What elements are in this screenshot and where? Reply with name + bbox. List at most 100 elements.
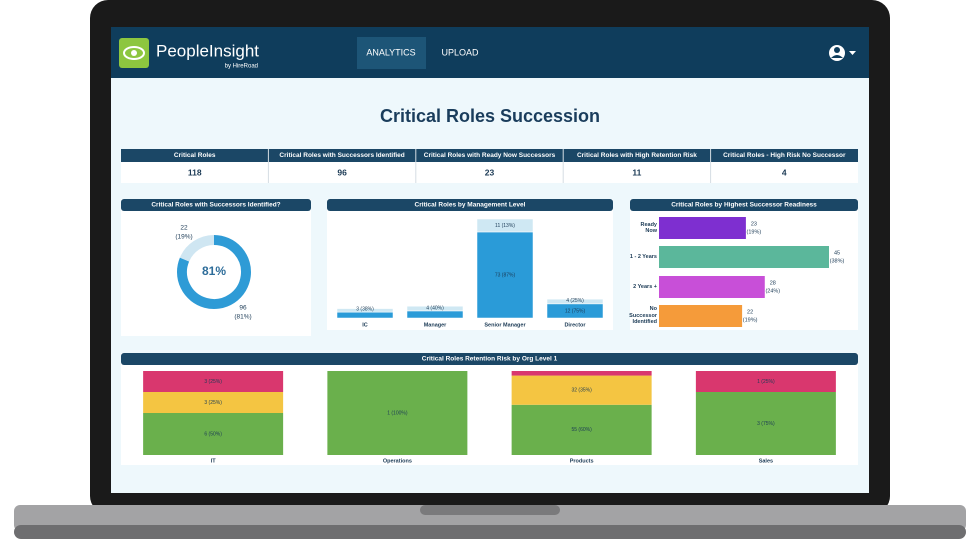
tab-active[interactable] (357, 37, 426, 69)
kpi-header (563, 149, 711, 162)
laptop-base (14, 505, 966, 531)
y-label-box: 2 Years + (633, 283, 657, 290)
kpi-header (268, 149, 416, 162)
bar-percent: (38%) (830, 258, 845, 264)
bar-percent: (24%) (765, 288, 780, 294)
user-head (834, 47, 840, 53)
bar-segment (143, 371, 284, 392)
bar-label: 3 (75%) (757, 421, 775, 427)
bar-segment (695, 392, 836, 455)
y-label-box: 1 - 2 Years (629, 253, 657, 260)
bar-label: 4 (40%) (426, 305, 444, 311)
bar-label: 1 (100%) (387, 410, 408, 416)
laptop-base-edge (14, 525, 966, 539)
kpi-value: 96 (337, 167, 347, 177)
bar-label: 32 (35%) (571, 388, 592, 394)
x-tick-label: Director (564, 322, 586, 328)
tab[interactable]: ANALYTICS (366, 47, 415, 57)
donut-value: 96 (239, 305, 247, 312)
bar (659, 217, 746, 239)
bar-label: 55 (60%) (571, 427, 592, 433)
kpi-body (415, 162, 564, 183)
bar-segment (327, 371, 468, 455)
bar-segment (336, 308, 394, 313)
kpi-label: Critical Roles - High Risk No Successor (723, 152, 846, 159)
bar-segment (406, 310, 464, 319)
bar-segment (511, 375, 652, 405)
kpi-header (710, 149, 858, 162)
logo-eye (123, 46, 145, 60)
bar-segment (143, 392, 284, 413)
bar (659, 276, 765, 298)
bar-value: 28 (770, 280, 776, 286)
donut-segment (177, 235, 251, 309)
bar-segment (546, 298, 604, 305)
y-label-box: No Successor Identified (629, 306, 657, 326)
bar-value: 22 (747, 309, 753, 315)
kpi-value: 118 (188, 167, 202, 177)
bar-percent: (19%) (743, 317, 758, 323)
x-tick-label: Products (570, 458, 594, 464)
brand-sub: by HireRoad (225, 64, 258, 70)
bar-value: 45 (834, 250, 840, 256)
bar-segment (511, 371, 652, 376)
page-title: Critical Roles Succession (380, 106, 600, 126)
bar-segment (476, 218, 534, 233)
logo-pupil (131, 50, 137, 56)
kpi-body (710, 162, 858, 183)
tab[interactable]: UPLOAD (441, 47, 479, 57)
kpi-label: Critical Roles with High Retention Risk (577, 152, 697, 159)
bar-segment (406, 305, 464, 312)
user-body (831, 55, 843, 58)
bar (659, 246, 829, 268)
donut-segment (179, 235, 215, 262)
x-tick-label: Operations (383, 458, 412, 464)
bar-label: 73 (87%) (495, 272, 516, 278)
y-label-box: Ready Now (640, 221, 657, 235)
nav-bar (111, 27, 869, 78)
y-tick-label: 1 - 2 Years (629, 253, 657, 260)
bar-label: 3 (25%) (204, 379, 222, 385)
donut-percent: (19%) (175, 234, 192, 241)
kpi-label: Critical Roles (174, 152, 216, 159)
kpi-body (268, 162, 416, 183)
panel-header (121, 199, 311, 211)
kpi-header (415, 149, 564, 162)
kpi-label: Critical Roles with Successors Identifie… (279, 152, 404, 159)
bar-label: 6 (50%) (204, 431, 222, 437)
x-tick-label: Manager (424, 322, 447, 328)
y-tick-label: No Successor Identified (629, 306, 657, 326)
x-tick-label: Senior Manager (484, 322, 526, 328)
bar-label: 3 (25%) (204, 400, 222, 406)
kpi-header (121, 149, 269, 162)
panel-header (121, 353, 858, 365)
kpi-value: 11 (632, 167, 641, 177)
panel-title: Critical Roles with Successors Identifie… (151, 202, 280, 209)
user-caret[interactable] (849, 51, 856, 55)
bar-label: 4 (25%) (566, 298, 584, 304)
kpi-label: Critical Roles with Ready Now Successors (424, 152, 556, 159)
x-tick-label: Sales (759, 458, 773, 464)
donut-center: 81% (202, 264, 226, 278)
y-tick-label: 2 Years + (633, 283, 657, 290)
panel (121, 199, 311, 336)
bar (659, 305, 743, 327)
brand: PeopleInsight (156, 41, 259, 60)
bar-label: 11 (13%) (495, 223, 515, 229)
bar-segment (143, 413, 284, 455)
kpi-body (121, 162, 269, 183)
donut-percent: (81%) (234, 314, 251, 321)
bar-segment (476, 231, 534, 319)
kpi-value: 23 (485, 167, 495, 177)
bar-segment (336, 311, 394, 319)
bar-segment (695, 371, 836, 392)
kpi-value: 4 (782, 167, 787, 177)
panel-header (630, 199, 858, 211)
y-tick-label: Ready Now (640, 221, 657, 235)
bar-value: 23 (751, 221, 757, 227)
panel-title: Critical Roles by Management Level (415, 202, 526, 209)
donut-value: 22 (180, 225, 188, 232)
panel-title: Critical Roles by Highest Successor Read… (671, 202, 817, 209)
